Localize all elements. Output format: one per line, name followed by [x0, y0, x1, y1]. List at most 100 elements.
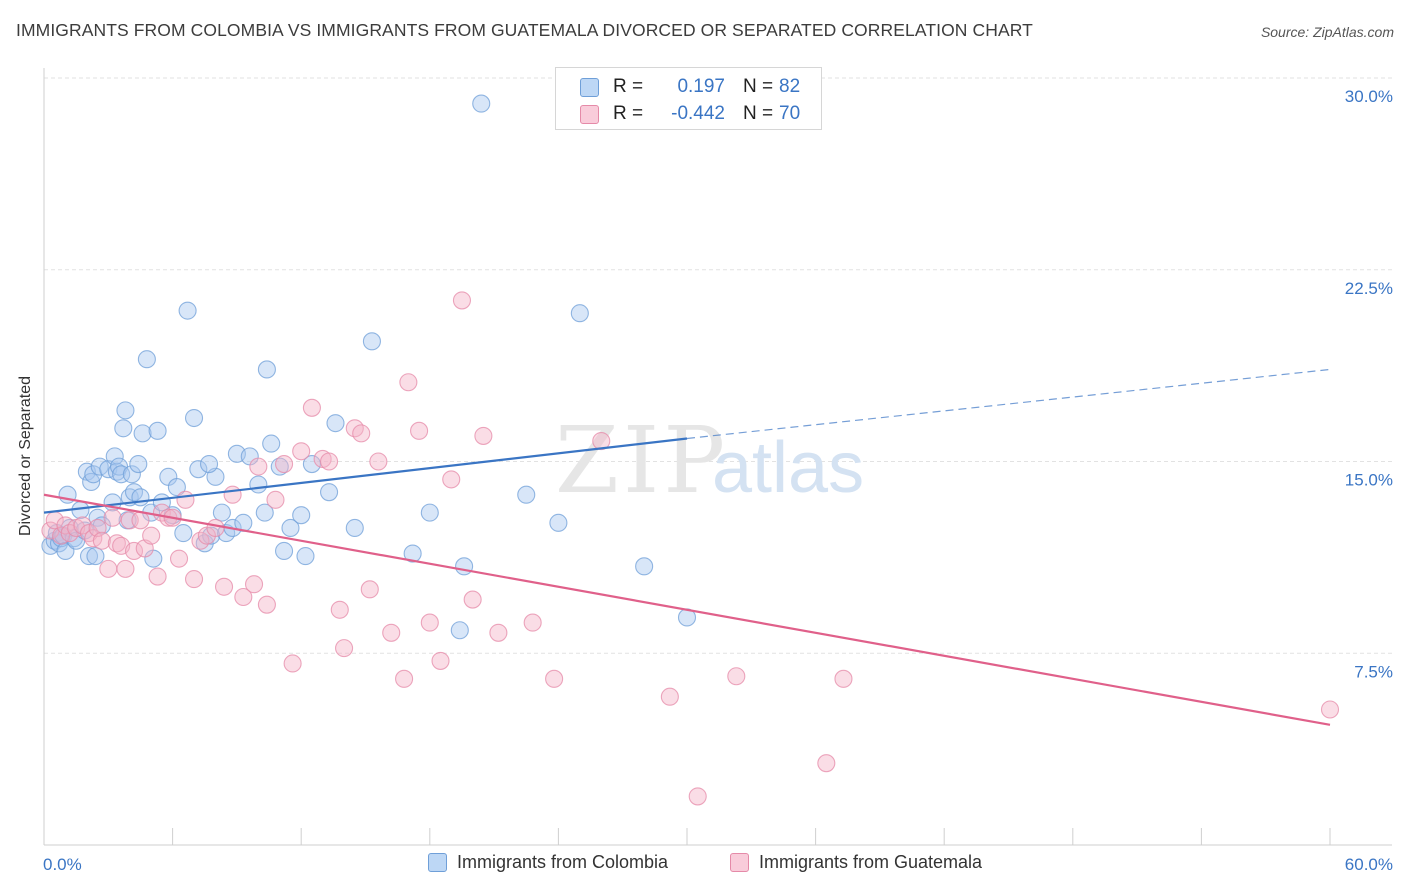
- guatemala-point: [257, 595, 276, 614]
- colombia-point: [167, 478, 186, 497]
- colombia-point: [133, 424, 152, 443]
- correlation-legend: R = 0.197 N = 82 R = -0.442 N = 70: [555, 67, 822, 130]
- guatemala-point: [399, 373, 418, 392]
- colombia-point: [450, 621, 469, 640]
- colombia-point: [255, 503, 274, 522]
- guatemala-point: [727, 667, 746, 686]
- guatemala-point: [335, 639, 354, 658]
- guatemala-point: [142, 526, 161, 545]
- colombia-point: [281, 518, 300, 538]
- guatemala-point: [545, 669, 564, 688]
- guatemala-point: [592, 431, 611, 451]
- guatemala-point: [431, 651, 450, 670]
- colombia-point: [320, 483, 339, 502]
- legend-n-value: 82: [779, 76, 801, 97]
- colombia-point: [257, 360, 276, 379]
- guatemala-point: [302, 398, 321, 417]
- colombia-point: [292, 506, 311, 525]
- colombia-point: [184, 408, 204, 428]
- colombia-point: [472, 94, 491, 113]
- guatemala-point: [360, 580, 379, 599]
- guatemala-point: [420, 613, 439, 632]
- chart-title: IMMIGRANTS FROM COLOMBIA VS IMMIGRANTS F…: [16, 20, 1033, 40]
- colombia-point: [116, 401, 135, 420]
- colombia-point: [455, 557, 474, 576]
- colombia-point: [249, 475, 268, 494]
- guatemala-point: [320, 452, 339, 471]
- colombia-point: [570, 304, 589, 323]
- guatemala-point: [382, 623, 401, 642]
- guatemala-point: [474, 426, 493, 445]
- guatemala-point: [131, 511, 150, 530]
- guatemala-point: [99, 559, 118, 578]
- colombia-point: [174, 524, 193, 543]
- series-swatch-colombia: [428, 853, 447, 872]
- series-name-colombia: Immigrants from Colombia: [457, 852, 669, 872]
- guatemala-point: [283, 654, 302, 673]
- guatemala-point: [234, 587, 253, 607]
- guatemala-point: [688, 787, 707, 806]
- colombia-point: [112, 465, 131, 484]
- guatemala-point: [1320, 700, 1340, 719]
- series-legend-colombia: Immigrants from Colombia: [428, 852, 668, 873]
- colombia-point: [345, 518, 364, 538]
- legend-r-label: R =: [613, 103, 644, 124]
- trend-layer: [43, 368, 1331, 726]
- legend-row-guatemala: R = -0.442 N = 70: [580, 102, 800, 126]
- y-tick-label: 22.5%: [1345, 279, 1393, 298]
- x-tick-label: 0.0%: [43, 855, 82, 874]
- guatemala-point: [124, 541, 144, 561]
- guatemala-trend-line: [43, 493, 1331, 726]
- guatemala-point: [523, 613, 542, 632]
- colombia-point: [199, 455, 219, 474]
- guatemala-point: [395, 669, 414, 688]
- guatemala-point: [184, 570, 204, 589]
- colombia-trend-extension: [686, 368, 1331, 440]
- guatemala-point: [817, 754, 836, 773]
- grid-layer: [44, 77, 1392, 654]
- guatemala-point: [244, 575, 264, 594]
- guatemala-point: [292, 442, 311, 461]
- colombia-point: [549, 513, 568, 532]
- colombia-point: [86, 547, 105, 566]
- legend-row-colombia: R = 0.197 N = 82: [580, 75, 800, 99]
- colombia-point: [137, 350, 156, 369]
- series-name-guatemala: Immigrants from Guatemala: [759, 852, 983, 872]
- guatemala-point: [206, 518, 225, 538]
- colombia-point: [517, 485, 536, 504]
- guatemala-point: [223, 485, 242, 504]
- y-tick-label: 15.0%: [1345, 471, 1393, 490]
- colombia-point: [148, 421, 167, 440]
- source-label: Source: ZipAtlas.com: [1260, 24, 1394, 40]
- guatemala-point: [275, 455, 294, 474]
- colombia-point: [262, 434, 281, 453]
- colombia-point: [82, 472, 101, 492]
- guatemala-point: [369, 452, 388, 471]
- guatemala-point: [103, 508, 122, 527]
- legend-n-label: N =: [743, 103, 774, 124]
- legend-swatch-colombia: [580, 77, 599, 97]
- guatemala-point: [330, 600, 349, 619]
- legend-r-label: R =: [613, 76, 644, 97]
- guatemala-point: [169, 549, 189, 568]
- guatemala-point: [452, 291, 472, 310]
- guatemala-point: [410, 421, 429, 440]
- colombia-point: [212, 503, 231, 522]
- colombia-point: [178, 301, 197, 320]
- legend-n-value: 70: [779, 103, 801, 124]
- colombia-trend-line: [43, 437, 688, 514]
- guatemala-point: [73, 516, 92, 535]
- guatemala-point: [176, 490, 195, 509]
- x-tick-label: 60.0%: [1345, 855, 1393, 874]
- colombia-point: [326, 414, 345, 433]
- guatemala-point: [489, 623, 508, 642]
- y-axis-label: Divorced or Separated: [17, 375, 34, 537]
- colombia-point: [189, 460, 208, 479]
- guatemala-point: [249, 457, 268, 476]
- colombia-point: [420, 503, 439, 522]
- watermark-zip: ZIP: [555, 407, 729, 514]
- guatemala-point: [834, 669, 853, 688]
- axis-layer: [43, 68, 1392, 846]
- legend-n-label: N =: [743, 76, 774, 97]
